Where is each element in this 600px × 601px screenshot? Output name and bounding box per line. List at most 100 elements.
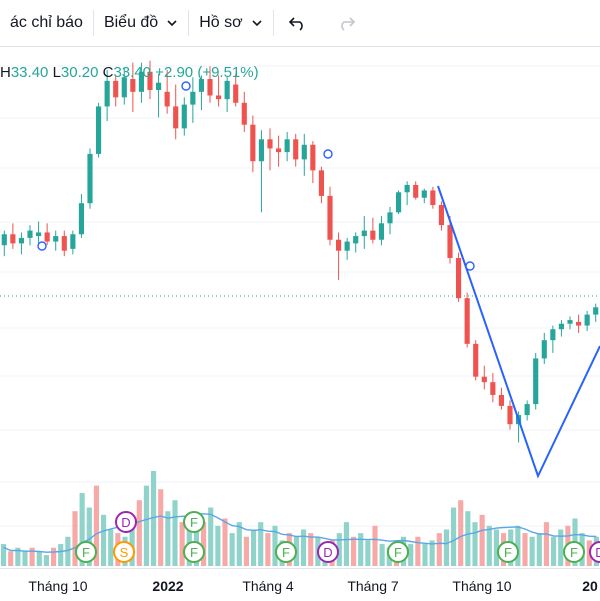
candle-body — [198, 79, 204, 92]
event-marker-label: F — [504, 545, 512, 560]
volume-bar — [179, 522, 185, 566]
candle-body — [361, 230, 367, 237]
high-label: H — [0, 64, 11, 81]
event-marker — [113, 541, 135, 563]
chevron-down-icon — [252, 20, 262, 27]
candle-body — [156, 82, 162, 90]
candle-body — [276, 148, 282, 153]
candle-body — [593, 307, 599, 315]
change-value: +2.90 — [155, 64, 194, 81]
volume-bar — [151, 471, 157, 566]
candle-body — [173, 106, 179, 129]
redo-button[interactable] — [322, 0, 370, 46]
candle-body — [541, 340, 547, 359]
volume-bar — [236, 522, 242, 566]
volume-bar — [372, 525, 378, 566]
candle-body — [310, 144, 316, 171]
candle-body — [576, 321, 582, 326]
event-marker — [387, 541, 409, 563]
volume-bar — [58, 544, 64, 566]
volume-bar — [451, 507, 457, 566]
candle-body — [130, 79, 136, 92]
volume-bar — [443, 529, 449, 566]
time-axis[interactable]: Tháng 10 2022 Tháng 4 Tháng 7 Tháng 10 2… — [0, 568, 600, 601]
candle-body — [190, 91, 196, 105]
candle-body — [104, 80, 110, 107]
candle-body — [353, 236, 359, 244]
profile-button[interactable]: Hồ sơ — [189, 0, 272, 46]
candle-body — [327, 195, 333, 240]
event-marker — [589, 541, 600, 563]
close-label: C — [102, 64, 114, 81]
event-marker-label: D — [121, 515, 130, 530]
event-marker-label: F — [570, 545, 578, 560]
volume-bar — [536, 533, 542, 566]
volume-bar — [408, 544, 414, 566]
volume-bar — [458, 500, 464, 566]
candle-body — [138, 71, 144, 92]
event-marker — [183, 511, 205, 533]
candle-body — [584, 314, 590, 326]
candle-body — [293, 139, 299, 160]
volume-bar — [136, 500, 142, 566]
candle-body — [387, 212, 393, 224]
volume-bar — [201, 522, 207, 566]
x-tick-label: Tháng 4 — [242, 578, 294, 594]
toolbar-divider — [272, 10, 274, 36]
high-value: 33.40 — [10, 64, 49, 81]
toolbar-divider — [188, 10, 190, 36]
indicators-label: ác chỉ báo — [10, 14, 83, 31]
volume-bar — [358, 533, 364, 566]
volume-bar — [193, 514, 199, 566]
candle-body — [507, 405, 513, 425]
volume-bar — [86, 507, 92, 566]
candle-body — [233, 84, 239, 103]
volume-bar — [558, 529, 564, 566]
volume-bar — [272, 525, 278, 566]
candle-body — [44, 232, 50, 242]
candle-body — [413, 184, 419, 198]
volume-bar — [365, 540, 371, 566]
redo-icon — [340, 17, 355, 31]
volume-bar — [79, 492, 85, 566]
candle-body — [164, 91, 170, 107]
volume-bar — [486, 525, 492, 566]
candle-body — [490, 382, 496, 395]
volume-bar — [8, 551, 14, 566]
candle-body — [96, 106, 102, 154]
x-tick-label: Tháng 10 — [452, 578, 512, 594]
candle-body — [61, 236, 67, 251]
volume-bar — [29, 547, 35, 566]
chart-type-label: Biểu đồ — [103, 14, 159, 31]
volume-bar — [101, 514, 107, 566]
volume-bar — [1, 544, 7, 566]
volume-bar — [465, 511, 471, 566]
indicators-button[interactable]: ác chỉ báo — [0, 0, 93, 46]
low-label: L — [52, 64, 61, 81]
candle-body — [396, 192, 402, 213]
candle-body — [53, 236, 59, 242]
toolbar-divider — [92, 10, 94, 36]
candle-body — [18, 237, 24, 244]
volume-bar — [208, 507, 214, 566]
candle-body — [498, 394, 504, 406]
volume-bar — [336, 533, 342, 566]
chart-type-button[interactable]: Biểu đồ — [94, 0, 188, 46]
candle-body — [524, 404, 530, 416]
candle-body — [113, 80, 119, 98]
change-percent: (+9.51%) — [197, 64, 259, 81]
price-marker-icon — [465, 261, 475, 271]
volume-bar — [93, 485, 99, 566]
event-marker-label: F — [190, 545, 198, 560]
volume-bar — [343, 522, 349, 566]
candle-body — [558, 323, 564, 330]
price-marker-icon — [323, 149, 333, 159]
candle-body — [370, 230, 376, 240]
candle-body — [430, 190, 436, 206]
candle-body — [258, 139, 264, 162]
candle-body — [216, 95, 222, 100]
volume-bar — [515, 525, 521, 566]
candle-body — [10, 234, 16, 244]
undo-button[interactable] — [274, 0, 322, 46]
price-chart[interactable]: DFFSFFDFFFD — [0, 46, 600, 568]
